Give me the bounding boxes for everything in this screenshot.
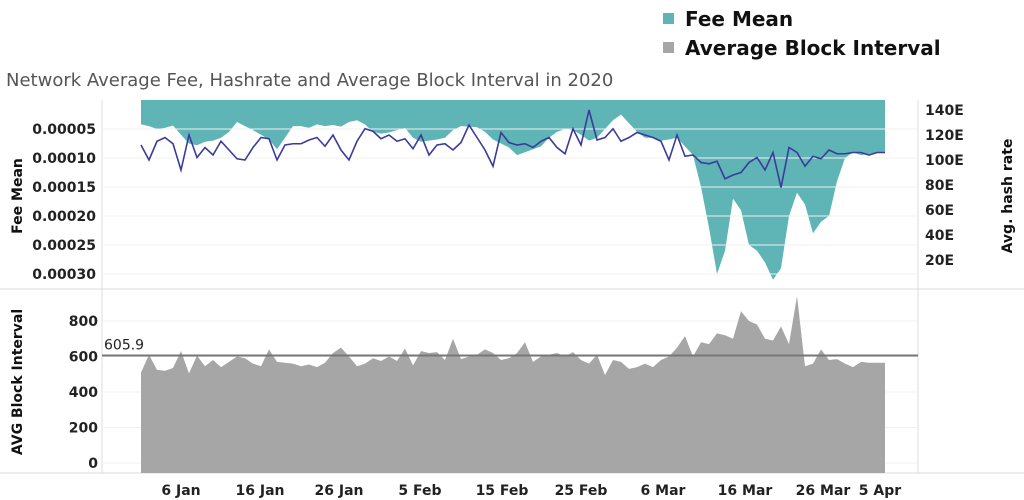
hash-tick-label: 120E: [925, 128, 964, 144]
x-tick-label: 6 Jan: [161, 483, 200, 499]
hash-tick-label: 80E: [925, 178, 954, 194]
fee-tick-label: 0.00005: [32, 122, 96, 138]
interval-tick-label: 400: [69, 385, 98, 401]
x-tick-label: 26 Mar: [796, 483, 851, 499]
x-tick-label: 16 Jan: [236, 483, 285, 499]
x-tick-label: 6 Mar: [641, 483, 686, 499]
fee-mean-area: [141, 100, 885, 280]
fee-tick-label: 0.00030: [32, 267, 96, 283]
x-tick-label: 26 Jan: [315, 483, 364, 499]
x-tick-label: 15 Feb: [476, 483, 529, 499]
x-tick-label: 16 Mar: [718, 483, 773, 499]
fee-axis-title: Fee Mean: [10, 158, 26, 234]
x-tick-label: 5 Feb: [398, 483, 441, 499]
block-interval-area: [141, 296, 885, 473]
legend: Fee Mean Average Block Interval: [663, 4, 941, 62]
fee-tick-label: 0.00015: [32, 180, 96, 196]
legend-swatch: [663, 13, 674, 24]
legend-label: Average Block Interval: [685, 35, 941, 60]
x-tick-label: 25 Feb: [555, 483, 608, 499]
legend-item-block-interval: Average Block Interval: [663, 33, 941, 62]
hash-tick-label: 60E: [925, 203, 954, 219]
interval-tick-label: 200: [69, 421, 98, 437]
hash-tick-label: 40E: [925, 228, 954, 244]
x-tick-label: 5 Apr: [859, 483, 901, 499]
interval-tick-label: 0: [88, 456, 98, 472]
reference-line-label: 605.9: [104, 337, 144, 353]
legend-label: Fee Mean: [685, 6, 794, 31]
fee-tick-label: 0.00025: [32, 238, 96, 254]
hash-tick-label: 20E: [925, 253, 954, 269]
hash-axis-title: Avg. hash rate: [1000, 139, 1016, 254]
fee-tick-label: 0.00010: [32, 151, 96, 167]
legend-swatch: [663, 42, 674, 53]
hash-tick-label: 140E: [925, 103, 964, 119]
interval-tick-label: 800: [69, 314, 98, 330]
chart-title: Network Average Fee, Hashrate and Averag…: [6, 70, 614, 91]
interval-tick-label: 600: [69, 350, 98, 366]
hash-tick-label: 100E: [925, 153, 964, 169]
hash-rate-line: [140, 109, 885, 188]
legend-item-fee-mean: Fee Mean: [663, 4, 941, 33]
fee-tick-label: 0.00020: [32, 209, 96, 225]
interval-axis-title: AVG Block Interval: [10, 309, 26, 455]
